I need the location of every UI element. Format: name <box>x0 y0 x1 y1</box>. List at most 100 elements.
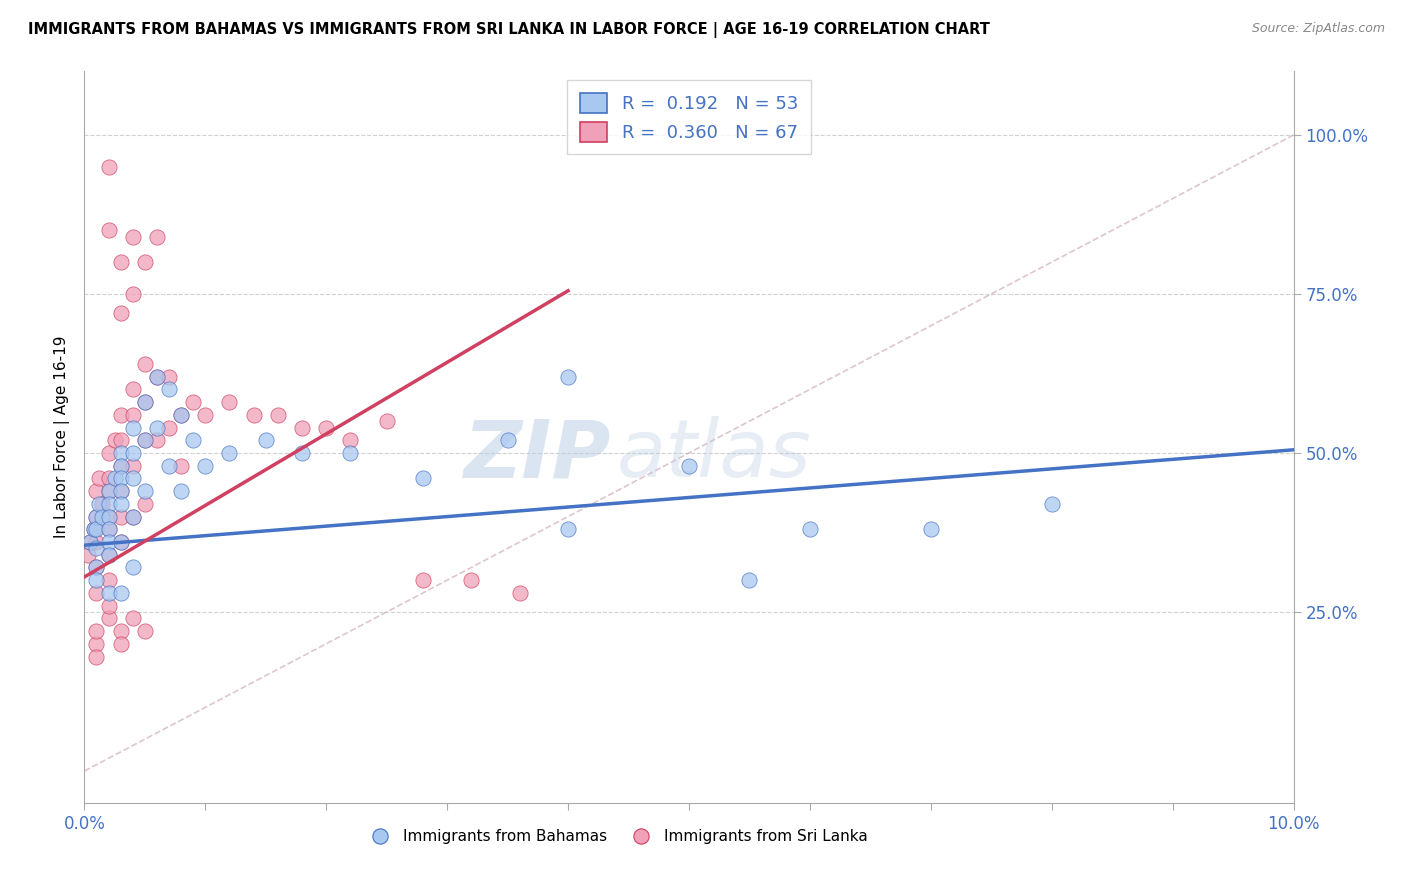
Point <box>97 522 120 536</box>
Point <box>110 255 132 269</box>
Point <box>87 471 110 485</box>
Point <box>86 649 108 664</box>
Point <box>157 458 180 473</box>
Point <box>110 535 132 549</box>
Point <box>97 446 120 460</box>
Point <box>134 484 156 499</box>
Point <box>799 522 821 536</box>
Point <box>86 484 108 499</box>
Point <box>121 383 143 397</box>
Point <box>121 287 143 301</box>
Point <box>97 484 120 499</box>
Point <box>86 573 108 587</box>
Point <box>104 471 127 485</box>
Point <box>97 522 120 536</box>
Point <box>1040 497 1063 511</box>
Point <box>97 586 120 600</box>
Point <box>91 509 114 524</box>
Point <box>157 420 180 434</box>
Point <box>242 408 264 422</box>
Point <box>110 408 132 422</box>
Point <box>315 420 337 434</box>
Point <box>170 484 193 499</box>
Point <box>110 637 132 651</box>
Point <box>110 586 132 600</box>
Point <box>194 408 217 422</box>
Point <box>97 599 120 613</box>
Point <box>678 458 700 473</box>
Point <box>920 522 942 536</box>
Y-axis label: In Labor Force | Age 16-19: In Labor Force | Age 16-19 <box>55 335 70 539</box>
Point <box>121 509 143 524</box>
Point <box>121 509 143 524</box>
Point <box>375 414 398 428</box>
Point <box>291 446 314 460</box>
Point <box>104 434 127 448</box>
Point <box>110 535 132 549</box>
Point <box>110 306 132 320</box>
Point <box>86 509 108 524</box>
Point <box>110 624 132 638</box>
Text: IMMIGRANTS FROM BAHAMAS VS IMMIGRANTS FROM SRI LANKA IN LABOR FORCE | AGE 16-19 : IMMIGRANTS FROM BAHAMAS VS IMMIGRANTS FR… <box>28 22 990 38</box>
Point <box>86 535 108 549</box>
Point <box>121 229 143 244</box>
Point <box>79 535 101 549</box>
Point <box>121 446 143 460</box>
Point <box>79 535 101 549</box>
Point <box>134 255 156 269</box>
Point <box>110 434 132 448</box>
Point <box>86 509 108 524</box>
Point <box>146 369 169 384</box>
Point <box>83 522 105 536</box>
Point <box>218 395 240 409</box>
Point <box>110 484 132 499</box>
Point <box>97 484 120 499</box>
Point <box>121 420 143 434</box>
Point <box>134 357 156 371</box>
Point <box>110 471 132 485</box>
Point <box>97 471 120 485</box>
Point <box>339 434 361 448</box>
Point <box>738 573 761 587</box>
Text: Source: ZipAtlas.com: Source: ZipAtlas.com <box>1251 22 1385 36</box>
Point <box>146 434 169 448</box>
Point <box>86 637 108 651</box>
Point <box>134 395 156 409</box>
Point <box>110 458 132 473</box>
Point <box>146 420 169 434</box>
Point <box>134 395 156 409</box>
Point <box>121 611 143 625</box>
Point <box>218 446 240 460</box>
Point <box>412 573 434 587</box>
Point <box>110 497 132 511</box>
Point <box>134 434 156 448</box>
Point <box>134 624 156 638</box>
Point <box>121 471 143 485</box>
Point <box>170 408 193 422</box>
Point <box>170 408 193 422</box>
Point <box>97 573 120 587</box>
Text: ZIP: ZIP <box>463 417 610 494</box>
Point <box>339 446 361 460</box>
Point <box>97 223 120 237</box>
Point <box>87 497 110 511</box>
Point <box>194 458 217 473</box>
Point <box>134 497 156 511</box>
Point <box>121 560 143 574</box>
Point <box>170 458 193 473</box>
Text: atlas: atlas <box>616 417 811 494</box>
Point <box>110 509 132 524</box>
Point <box>157 369 180 384</box>
Point <box>86 560 108 574</box>
Point <box>86 560 108 574</box>
Point <box>77 548 100 562</box>
Point <box>121 408 143 422</box>
Point <box>146 229 169 244</box>
Legend: Immigrants from Bahamas, Immigrants from Sri Lanka: Immigrants from Bahamas, Immigrants from… <box>359 822 873 850</box>
Point <box>97 497 120 511</box>
Point <box>460 573 482 587</box>
Point <box>86 624 108 638</box>
Point <box>86 522 108 536</box>
Point <box>121 458 143 473</box>
Point <box>412 471 434 485</box>
